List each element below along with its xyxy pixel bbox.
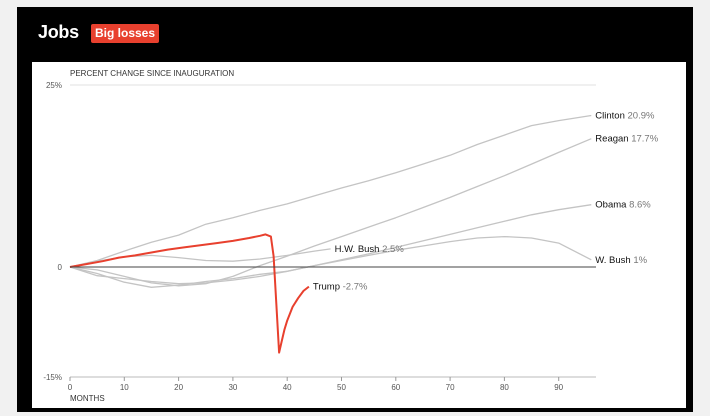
series-labels: Clinton 20.9% Reagan 17.7% Obama 8.6% H.W. … (313, 111, 659, 293)
x-tick-label: 90 (554, 383, 563, 392)
series-line-h-w-bush (69, 248, 331, 268)
series-label-w-bush: W. Bush 1% (595, 255, 647, 266)
chart-panel: PERCENT CHANGE SINCE INAUGURATION 25% 0 … (32, 62, 686, 408)
series-label-h-w-bush: H.W. Bush 2.5% (335, 244, 405, 255)
series-lines (69, 114, 592, 354)
y-tick-label: -15% (43, 373, 62, 382)
x-tick-label: 50 (337, 383, 346, 392)
chart-title: PERCENT CHANGE SINCE INAUGURATION (70, 69, 234, 78)
x-tick-label: 60 (391, 383, 400, 392)
x-axis-label: MONTHS (70, 394, 105, 403)
page-title: Jobs (38, 22, 79, 42)
series-line-w-bush (69, 235, 592, 285)
series-line-trump (69, 233, 310, 354)
x-axis-ticks: 0 10 20 30 40 50 60 70 80 90 (68, 377, 564, 392)
series-line-reagan (69, 138, 592, 287)
chart: PERCENT CHANGE SINCE INAUGURATION 25% 0 … (43, 69, 659, 403)
series-line-obama (69, 204, 592, 288)
y-tick-label: 0 (58, 263, 63, 272)
series-label-trump: Trump -2.7% (313, 282, 368, 293)
status-badge: Big losses (91, 24, 160, 43)
series-label-reagan: Reagan 17.7% (595, 134, 658, 145)
x-tick-label: 20 (174, 383, 183, 392)
x-tick-label: 30 (228, 383, 237, 392)
x-tick-label: 0 (68, 383, 73, 392)
y-tick-label: 25% (46, 81, 62, 90)
x-tick-label: 70 (446, 383, 455, 392)
x-tick-label: 80 (500, 383, 509, 392)
x-tick-label: 40 (283, 383, 292, 392)
series-line-clinton (69, 114, 592, 268)
series-label-clinton: Clinton 20.9% (595, 111, 655, 122)
series-label-obama: Obama 8.6% (595, 200, 651, 211)
x-tick-label: 10 (120, 383, 129, 392)
